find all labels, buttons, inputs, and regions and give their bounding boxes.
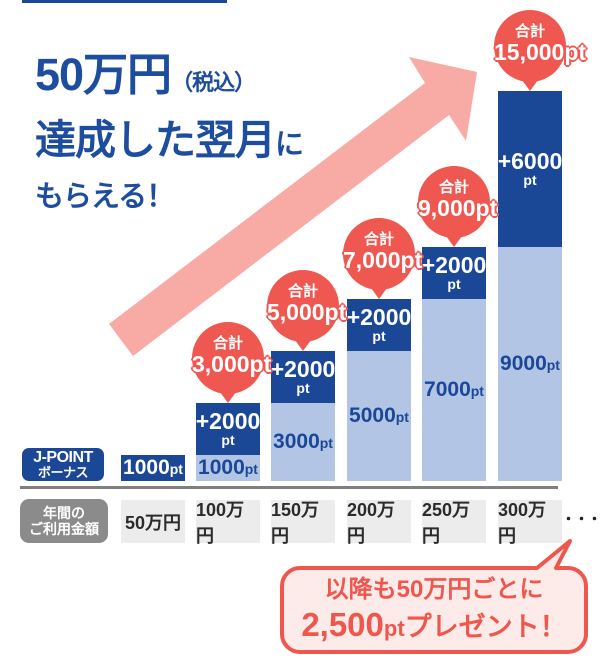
total-bubble: 合計 7,000pt (343, 218, 423, 299)
bar-base-segment: 1000pt (196, 455, 260, 481)
category-row: 50万円 100万円 150万円 200万円 250万円 300万円 (0, 500, 600, 546)
segment-value: 9000 (500, 352, 547, 375)
segment-label: +2000 pt (196, 410, 261, 448)
usage-axis-line2: ご利用金額 (29, 521, 99, 537)
segment-value: 1000 (123, 456, 170, 479)
bubble-tail-icon (522, 80, 538, 91)
continuation-ellipsis: ・・・ (561, 511, 600, 527)
segment-value: 3000 (273, 430, 320, 453)
footnote-points-unit: pt (383, 616, 405, 641)
bar-base-segment: 9000pt (498, 247, 562, 481)
segment-unit: pt (296, 380, 310, 396)
segment-value: +2000 (421, 252, 487, 278)
bonus-legend-badge: J-POINT ボーナス (22, 448, 104, 481)
segment-unit: pt (546, 357, 560, 373)
category-cell: 50万円 (121, 500, 185, 543)
footnote-line2-rest: プレゼント！ (404, 612, 567, 642)
bubble-total-value: 3,000pt (192, 351, 272, 377)
bubble-tail-icon (220, 392, 236, 403)
segment-unit: pt (244, 461, 258, 477)
segment-label: +2000 pt (422, 254, 487, 292)
bar-base-segment: 3000pt (271, 403, 335, 481)
bubble-tail-icon (446, 236, 462, 247)
headline-line3: もらえる！ (35, 181, 175, 213)
bar-base-segment: 7000pt (422, 299, 486, 481)
category-cell: 200万円 (347, 500, 411, 546)
segment-label: +6000 pt (498, 150, 563, 188)
segment-unit: pt (395, 409, 409, 425)
bubble-total-value: 5,000pt (267, 299, 347, 325)
headline-amount: 50万円 (35, 49, 172, 100)
segment-unit: pt (523, 172, 537, 188)
category-cell: 150万円 (271, 500, 335, 546)
footnote-line2: 2,500ptプレゼント！ (282, 606, 586, 648)
segment-unit: pt (169, 461, 183, 477)
axis-line (20, 486, 558, 489)
total-bubble: 合計 15,000pt (494, 10, 587, 91)
bar-bonus-segment: +2000 pt (347, 299, 411, 351)
footnote-bubble: 以降も50万円ごとに 2,500ptプレゼント！ (282, 574, 586, 648)
bonus-legend-line1: J-POINT (33, 448, 93, 466)
total-bubble: 合計 3,000pt (192, 322, 272, 403)
bubble-prefix: 合計 (212, 335, 243, 352)
footnote-points: 2,500 (301, 606, 384, 643)
total-bubble: 合計 9,000pt (418, 166, 498, 247)
top-border-line (22, 0, 227, 3)
bar-bonus-segment: 1000pt (121, 455, 185, 481)
segment-value: +2000 (195, 408, 261, 434)
usage-axis-badge: 年間の ご利用金額 (20, 499, 108, 543)
segment-label: +2000 pt (271, 358, 336, 396)
segment-unit: pt (447, 276, 461, 292)
bar-bonus-segment: +2000 pt (422, 247, 486, 299)
segment-label: 7000pt (424, 378, 484, 402)
segment-value: +2000 (346, 304, 412, 330)
bubble-tail-icon (371, 288, 387, 299)
headline-tax-note: （税込） (171, 70, 256, 95)
segment-value: +6000 (497, 148, 563, 174)
headline-line2-main: 達成した翌月 (35, 117, 276, 163)
segment-label: 3000pt (273, 430, 333, 454)
bubble-prefix: 合計 (438, 179, 469, 196)
segment-value: 5000 (349, 404, 396, 427)
headline-line1: 50万円（税込） (35, 46, 303, 112)
segment-value: +2000 (270, 356, 336, 382)
category-label: 100万円 (196, 499, 245, 546)
segment-value: 7000 (424, 378, 471, 401)
headline-line2: 達成した翌月に (35, 112, 304, 174)
bubble-tail-icon (295, 340, 311, 351)
segment-label: 9000pt (500, 352, 560, 376)
bubble-total-value: 9,000pt (418, 195, 498, 221)
bubble-total-value: 15,000pt (494, 39, 587, 65)
bar-bonus-segment: +6000 pt (498, 91, 562, 247)
bonus-legend-line2: ボーナス (37, 464, 89, 480)
footnote-line1: 以降も50万円ごとに (324, 576, 544, 603)
total-bubble: 合計 5,000pt (267, 270, 347, 351)
segment-label: +2000 pt (347, 306, 412, 344)
bar-bonus-segment: +2000 pt (196, 403, 260, 455)
bubble-total-value: 7,000pt (343, 247, 423, 273)
category-label: 50万円 (124, 512, 182, 533)
segment-label: 1000pt (198, 456, 258, 480)
segment-unit: pt (319, 435, 333, 451)
segment-value: 1000 (198, 456, 245, 479)
headline-line2-suffix: に (275, 129, 304, 161)
bubble-prefix: 合計 (363, 231, 394, 248)
segment-unit: pt (372, 328, 386, 344)
usage-axis-line1: 年間の (43, 505, 85, 521)
bubble-prefix: 合計 (287, 283, 318, 300)
bar-base-segment: 5000pt (347, 351, 411, 481)
segment-label: 5000pt (349, 404, 409, 428)
bar-bonus-segment: +2000 pt (271, 351, 335, 403)
headline: 50万円（税込） 達成した翌月に もらえる！ (35, 46, 304, 220)
segment-unit: pt (470, 383, 484, 399)
category-cell: 100万円 (196, 500, 260, 546)
bubble-prefix: 合計 (514, 23, 545, 40)
segment-label: 1000pt (123, 456, 183, 480)
segment-unit: pt (221, 432, 235, 448)
